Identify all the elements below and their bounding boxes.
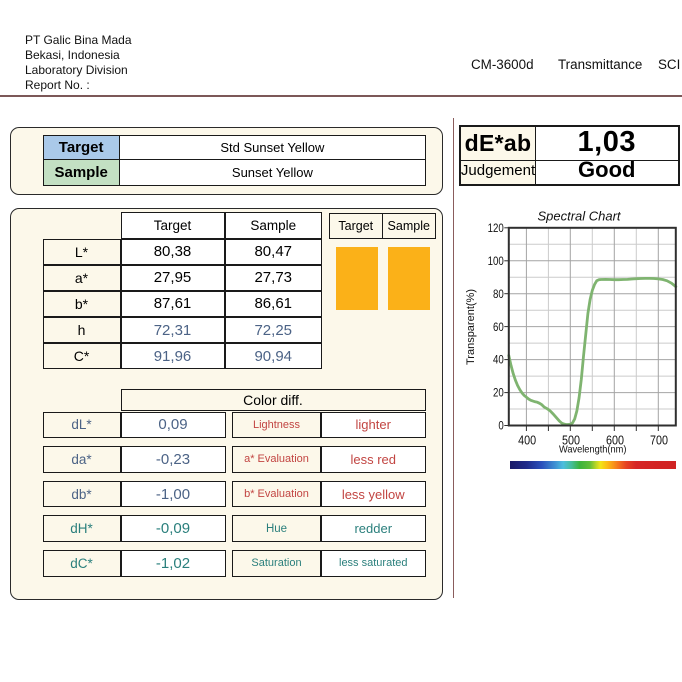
svg-text:400: 400: [518, 434, 536, 448]
svg-text:700: 700: [650, 434, 668, 448]
svg-text:600: 600: [606, 434, 624, 448]
svg-text:Wavelength(nm): Wavelength(nm): [559, 443, 627, 455]
svg-text:100: 100: [488, 256, 504, 268]
svg-text:120: 120: [488, 223, 504, 235]
svg-text:40: 40: [493, 355, 504, 367]
svg-text:80: 80: [493, 289, 504, 301]
svg-text:60: 60: [493, 322, 504, 334]
svg-text:Transparent(%): Transparent(%): [465, 289, 477, 365]
svg-text:Spectral Chart: Spectral Chart: [537, 209, 621, 224]
svg-text:500: 500: [562, 434, 580, 448]
svg-text:20: 20: [493, 388, 504, 400]
svg-text:0: 0: [498, 421, 503, 433]
